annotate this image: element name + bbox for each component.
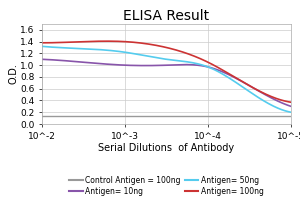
Antigen= 10ng: [193, 64, 196, 66]
Antigen= 10ng: [188, 63, 192, 66]
Antigen= 10ng: [188, 63, 191, 66]
Antigen= 100ng: [251, 86, 254, 89]
Antigen= 100ng: [189, 54, 193, 56]
Legend: Control Antigen = 100ng, Antigen= 10ng, Antigen= 50ng, Antigen= 100ng: Control Antigen = 100ng, Antigen= 10ng, …: [66, 173, 267, 199]
Antigen= 50ng: [266, 102, 269, 104]
Antigen= 50ng: [40, 45, 44, 48]
Antigen= 50ng: [250, 92, 254, 94]
X-axis label: Serial Dilutions  of Antibody: Serial Dilutions of Antibody: [98, 143, 235, 153]
Antigen= 10ng: [266, 95, 269, 97]
Antigen= 100ng: [41, 42, 45, 44]
Antigen= 50ng: [193, 62, 196, 64]
Antigen= 50ng: [188, 61, 191, 63]
Antigen= 100ng: [267, 94, 270, 97]
Antigen= 50ng: [188, 61, 192, 63]
Antigen= 100ng: [289, 101, 293, 103]
Antigen= 100ng: [40, 42, 44, 44]
Line: Antigen= 10ng: Antigen= 10ng: [42, 59, 291, 106]
Y-axis label: O.D.: O.D.: [9, 64, 19, 84]
Antigen= 10ng: [250, 86, 254, 88]
Control Antigen = 100ng: [82, 115, 85, 117]
Antigen= 10ng: [289, 105, 293, 108]
Control Antigen = 100ng: [123, 115, 127, 117]
Control Antigen = 100ng: [248, 115, 251, 117]
Control Antigen = 100ng: [206, 115, 210, 117]
Control Antigen = 100ng: [40, 115, 44, 117]
Control Antigen = 100ng: [289, 115, 293, 117]
Control Antigen = 100ng: [165, 115, 168, 117]
Antigen= 10ng: [40, 58, 44, 60]
Antigen= 10ng: [41, 58, 45, 61]
Title: ELISA Result: ELISA Result: [123, 9, 210, 23]
Antigen= 50ng: [289, 111, 293, 113]
Line: Antigen= 100ng: Antigen= 100ng: [42, 41, 291, 102]
Antigen= 100ng: [105, 40, 109, 42]
Antigen= 50ng: [41, 45, 45, 48]
Antigen= 100ng: [194, 55, 197, 58]
Line: Antigen= 50ng: Antigen= 50ng: [42, 46, 291, 112]
Antigen= 100ng: [188, 53, 192, 56]
